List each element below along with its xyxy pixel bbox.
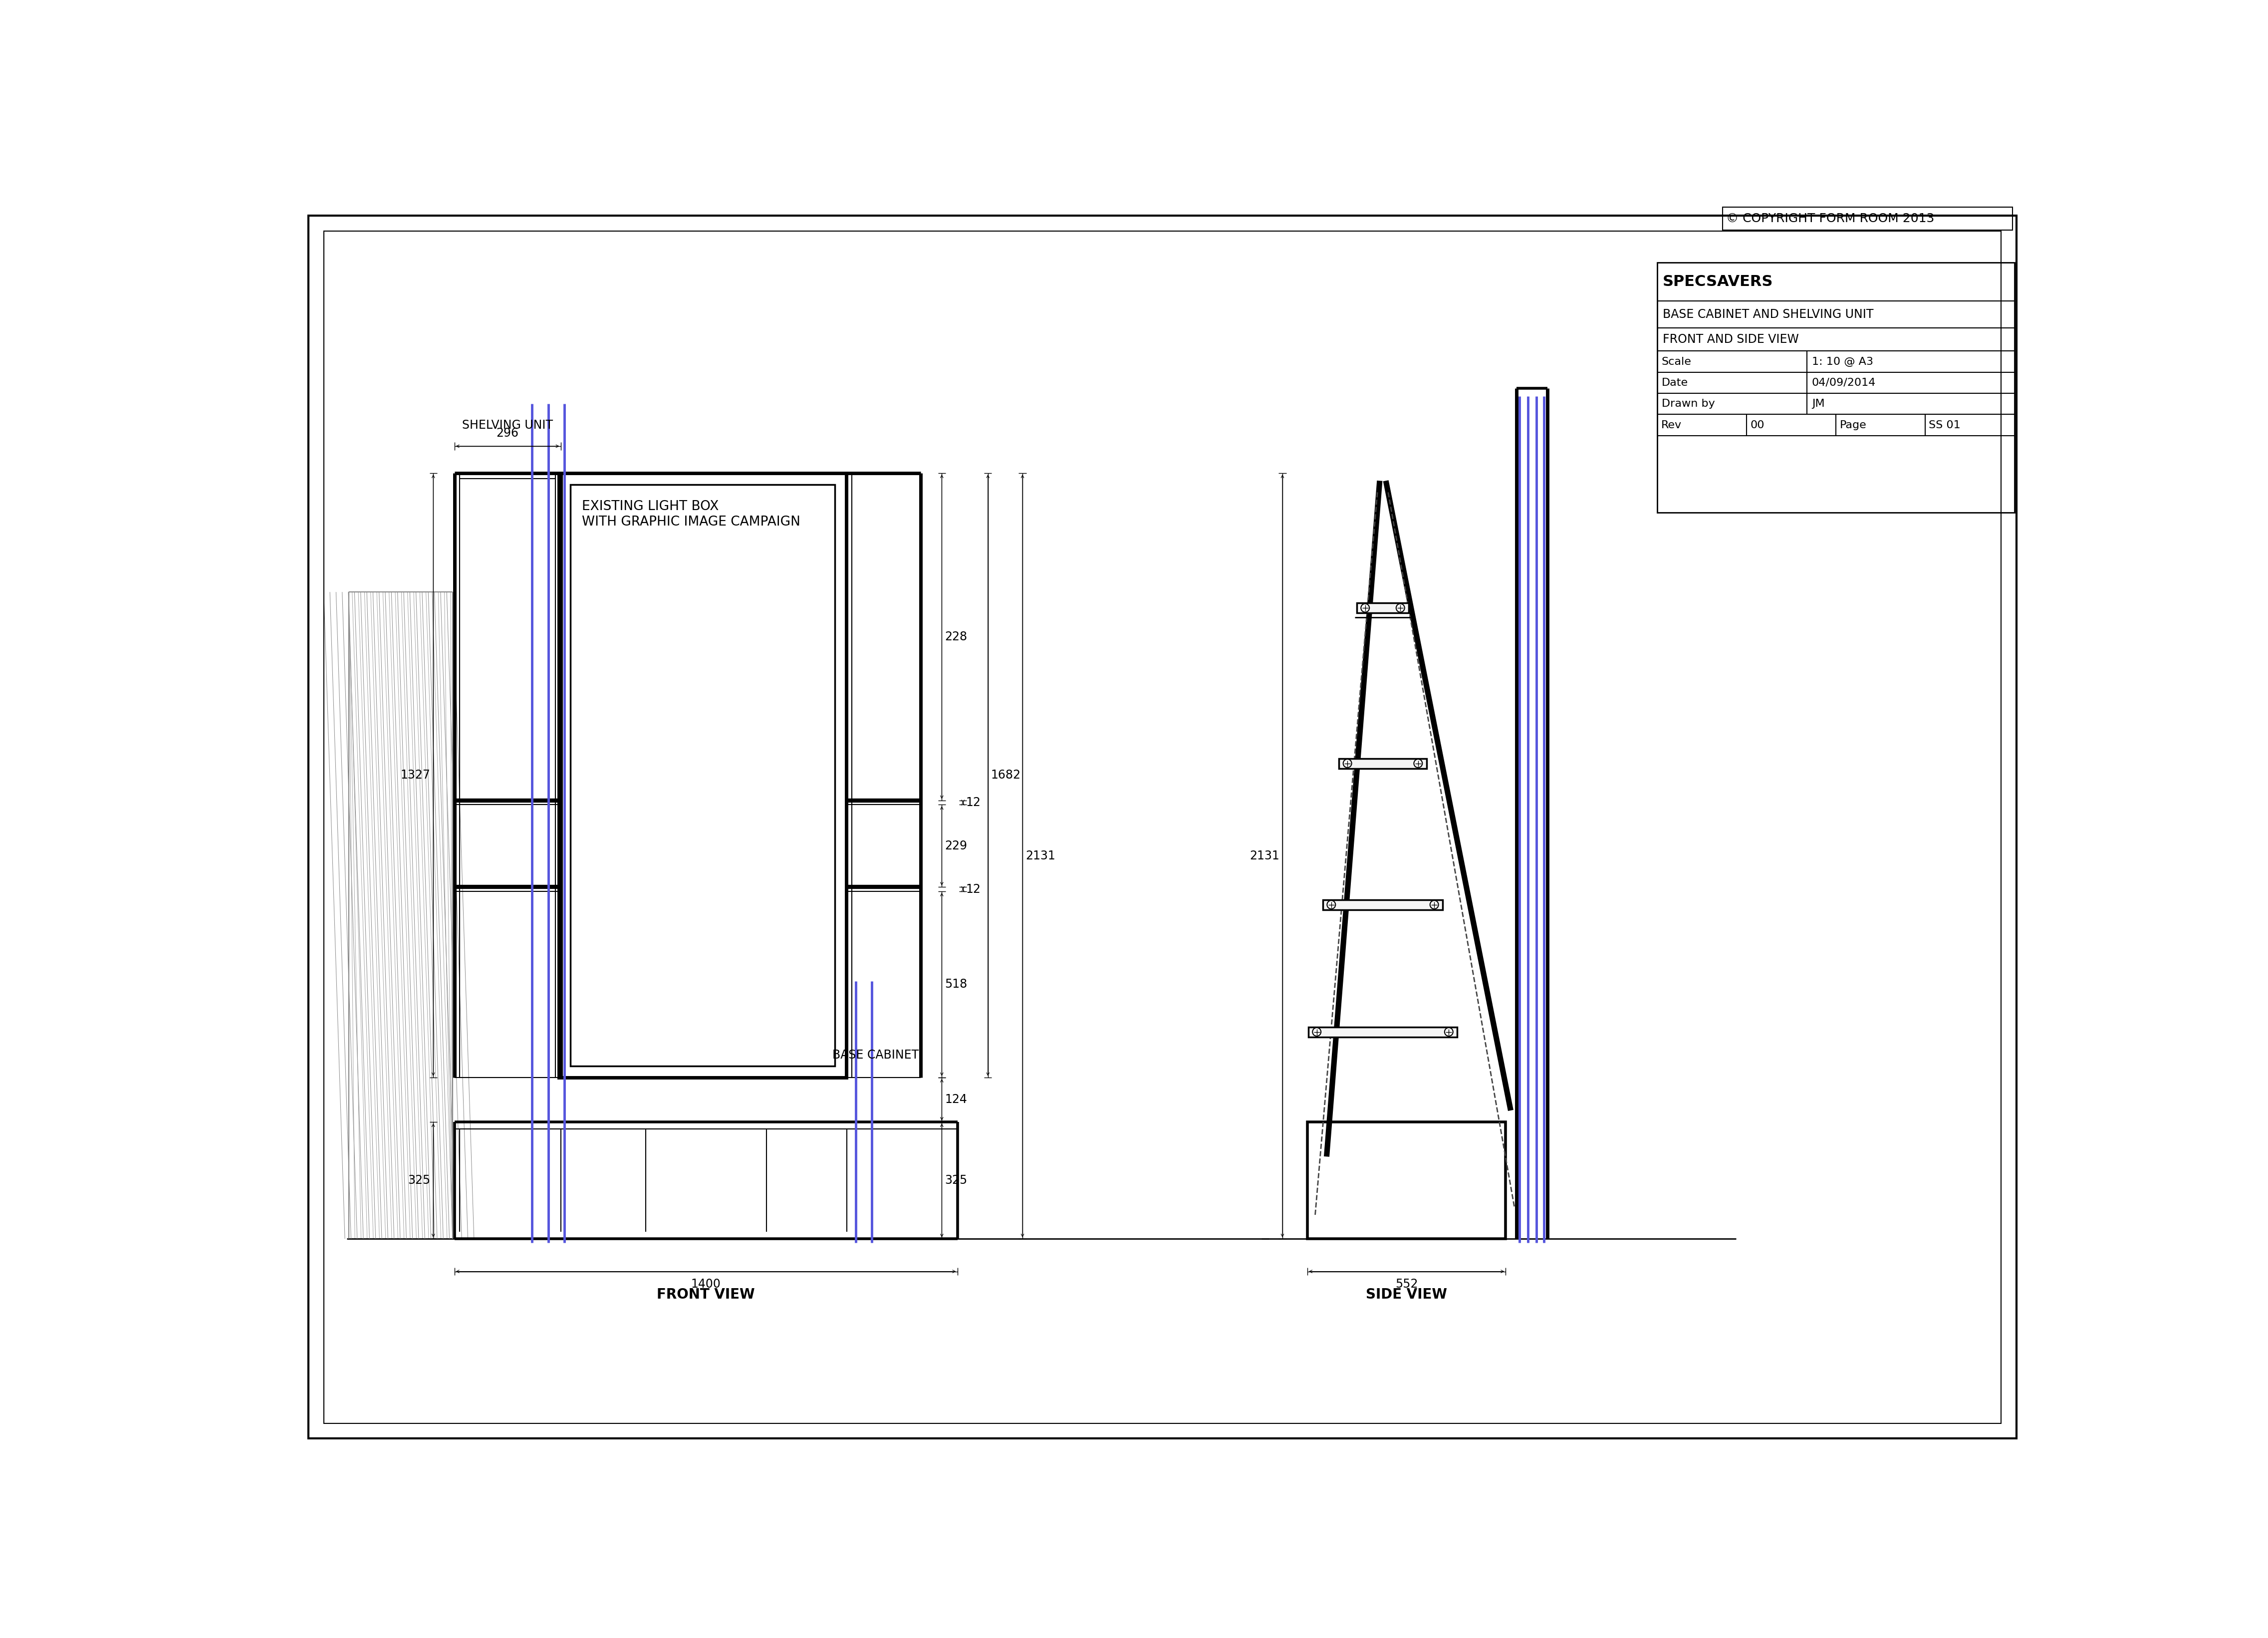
- Circle shape: [1361, 604, 1370, 613]
- Text: 1327: 1327: [401, 770, 431, 781]
- Bar: [558, 473, 846, 1078]
- Text: © COPYRIGHT FORM ROOM 2013: © COPYRIGHT FORM ROOM 2013: [1726, 213, 1935, 224]
- Text: 229: 229: [946, 840, 968, 852]
- Text: 518: 518: [946, 978, 968, 991]
- Text: BASE CABINET AND SHELVING UNIT: BASE CABINET AND SHELVING UNIT: [1662, 308, 1873, 321]
- Text: 2131: 2131: [1025, 850, 1055, 862]
- Text: 04/09/2014: 04/09/2014: [1812, 378, 1876, 388]
- Circle shape: [1313, 1027, 1320, 1037]
- Bar: [1338, 758, 1427, 768]
- Text: Page: Page: [1839, 419, 1867, 431]
- Bar: [1322, 899, 1442, 909]
- Bar: [569, 485, 835, 1066]
- Text: FRONT AND SIDE VIEW: FRONT AND SIDE VIEW: [1662, 334, 1799, 346]
- Text: 1682: 1682: [991, 770, 1021, 781]
- Text: 552: 552: [1395, 1278, 1418, 1291]
- Bar: [1356, 603, 1408, 613]
- Text: WITH GRAPHIC IMAGE CAMPAIGN: WITH GRAPHIC IMAGE CAMPAIGN: [583, 516, 801, 529]
- Text: 12: 12: [966, 883, 980, 894]
- Text: 1400: 1400: [692, 1278, 721, 1291]
- Circle shape: [1445, 1027, 1454, 1037]
- Text: 12: 12: [966, 796, 980, 809]
- Bar: [1309, 1027, 1458, 1037]
- Text: BASE CABINET: BASE CABINET: [832, 1050, 919, 1061]
- Text: 2131: 2131: [1250, 850, 1279, 862]
- Text: 325: 325: [946, 1174, 968, 1186]
- Text: Scale: Scale: [1662, 357, 1692, 367]
- Circle shape: [1343, 758, 1352, 768]
- Text: 124: 124: [946, 1094, 966, 1106]
- Text: SIDE VIEW: SIDE VIEW: [1365, 1287, 1447, 1302]
- Text: 296: 296: [497, 428, 519, 439]
- Text: SPECSAVERS: SPECSAVERS: [1662, 275, 1774, 290]
- Text: FRONT VIEW: FRONT VIEW: [658, 1287, 755, 1302]
- Text: SHELVING UNIT: SHELVING UNIT: [463, 419, 553, 431]
- Circle shape: [1431, 901, 1438, 909]
- Circle shape: [1397, 604, 1404, 613]
- Bar: [1306, 1122, 1506, 1238]
- Text: Date: Date: [1662, 378, 1687, 388]
- Text: 00: 00: [1751, 419, 1765, 431]
- Text: JM: JM: [1812, 400, 1823, 410]
- Text: EXISTING LIGHT BOX: EXISTING LIGHT BOX: [583, 500, 719, 513]
- Text: Drawn by: Drawn by: [1662, 400, 1715, 410]
- Text: 325: 325: [408, 1174, 431, 1186]
- Bar: [1658, 262, 2014, 513]
- Text: Rev: Rev: [1660, 419, 1681, 431]
- Circle shape: [1413, 758, 1422, 768]
- Text: 228: 228: [946, 631, 968, 642]
- Text: 1: 10 @ A3: 1: 10 @ A3: [1812, 357, 1873, 367]
- Text: SS 01: SS 01: [1928, 419, 1962, 431]
- Circle shape: [1327, 901, 1336, 909]
- Bar: [1721, 206, 2012, 229]
